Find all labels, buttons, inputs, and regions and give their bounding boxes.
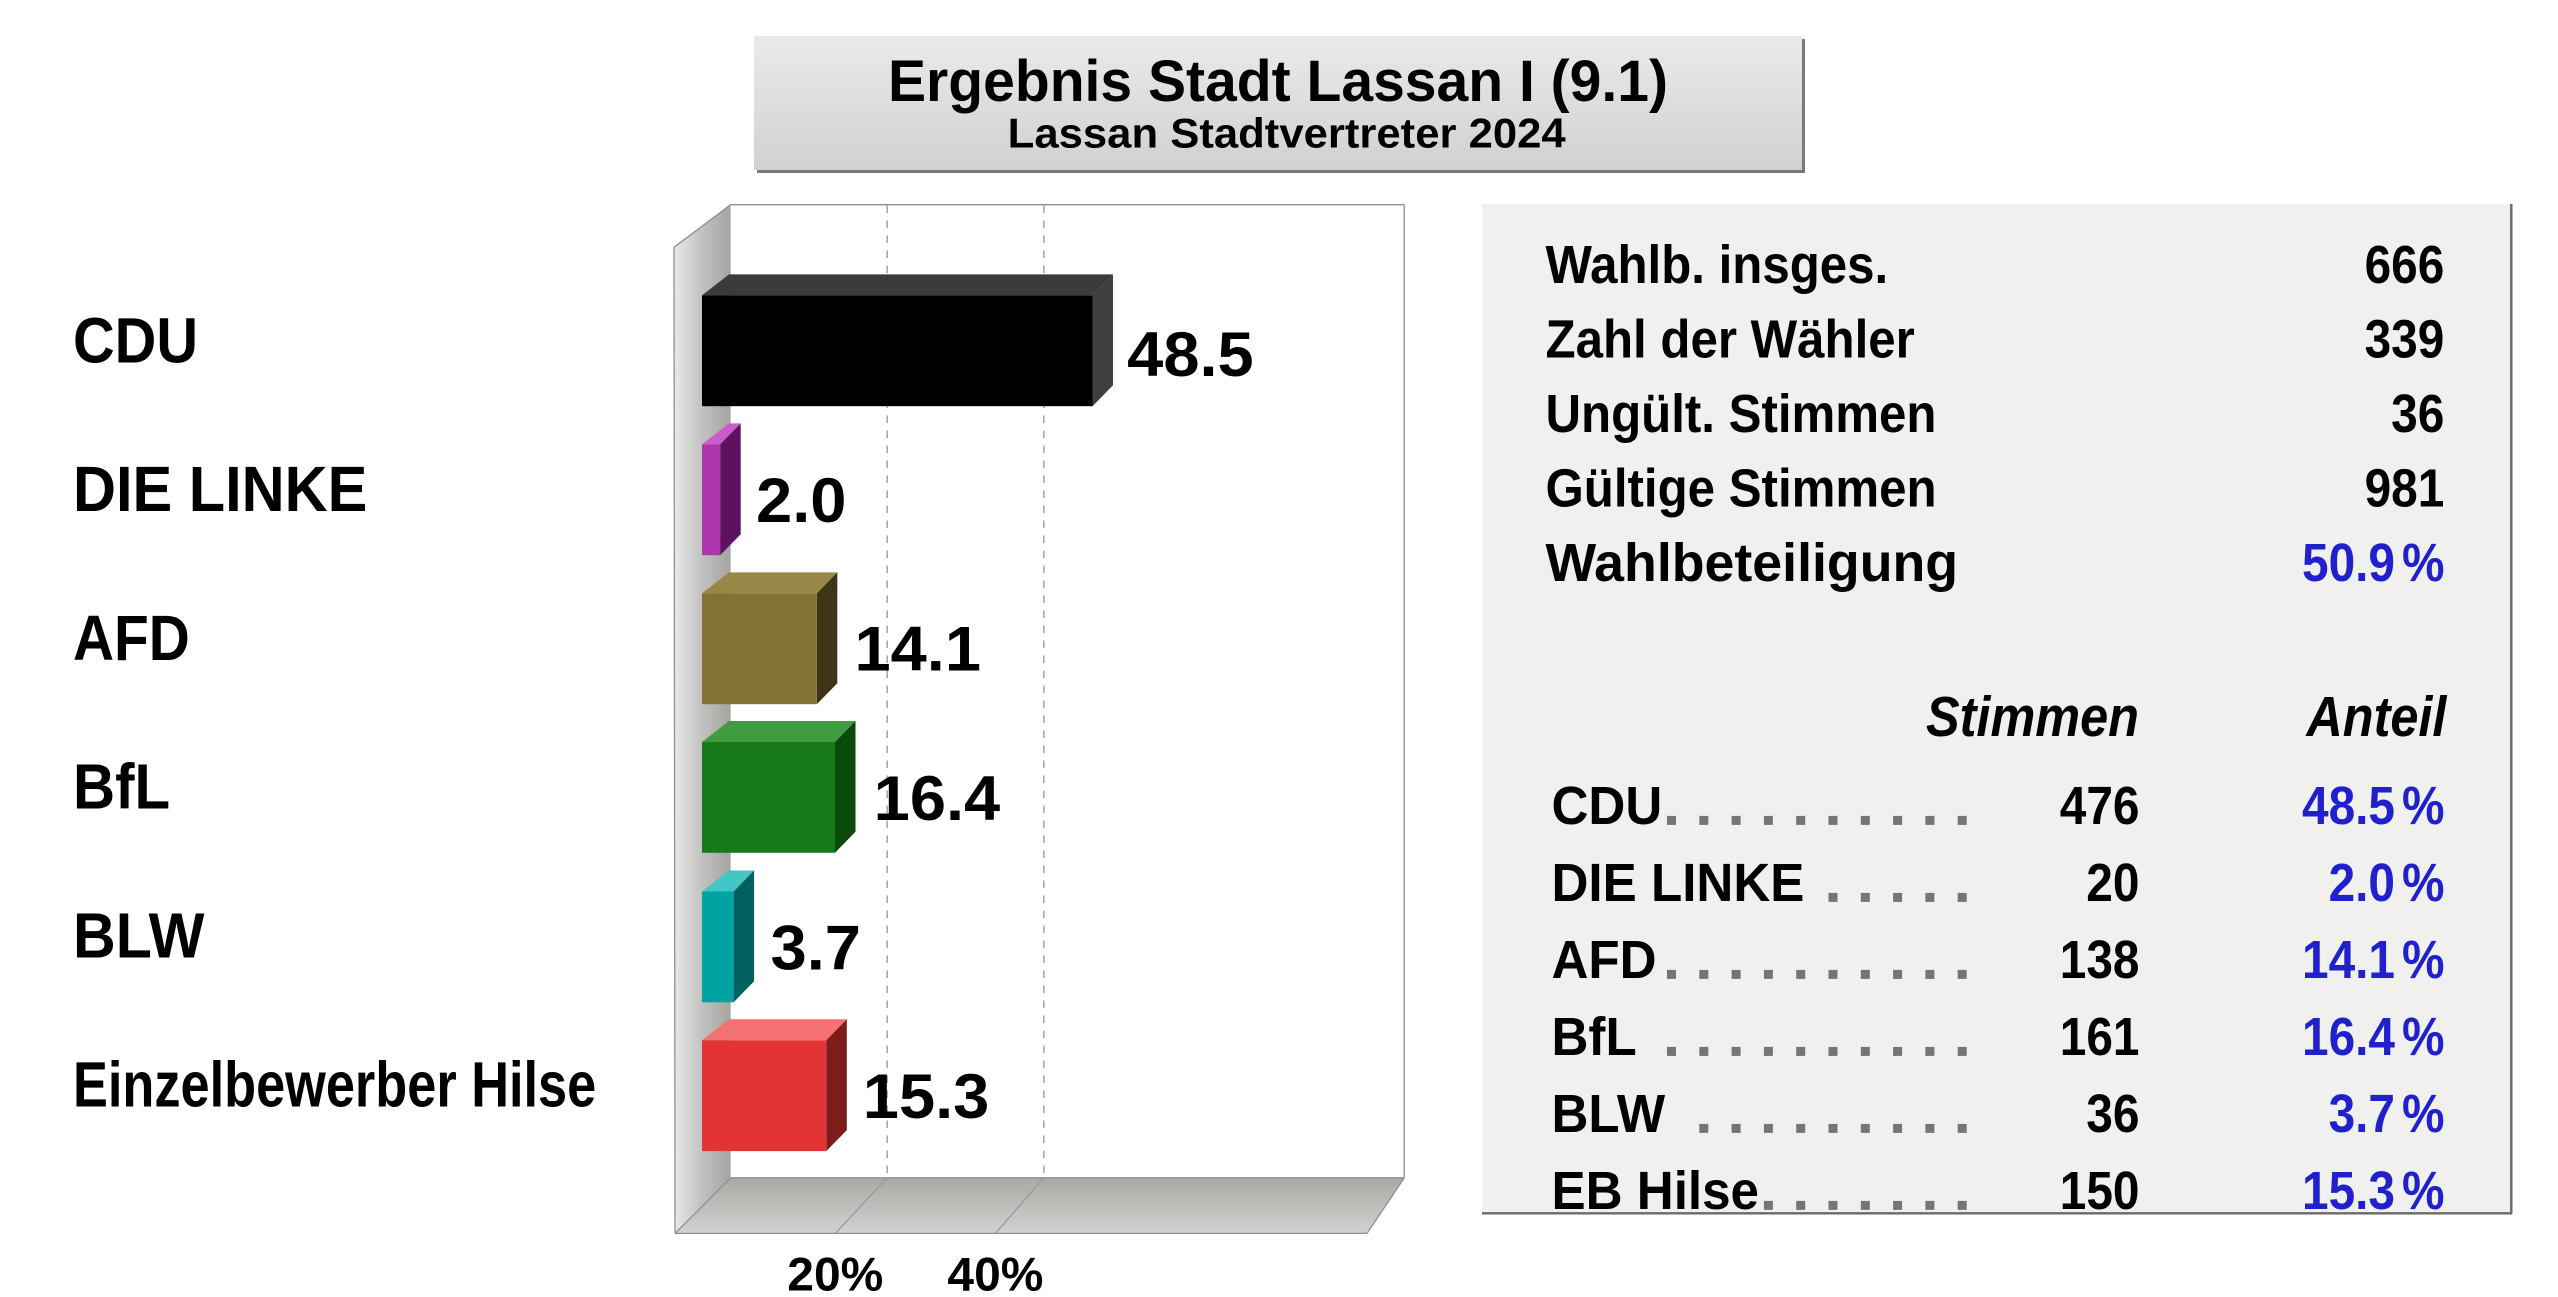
svg-text:CDU: CDU bbox=[1552, 776, 1663, 836]
svg-text:16.4: 16.4 bbox=[2302, 1007, 2395, 1067]
svg-text:20: 20 bbox=[2086, 853, 2139, 913]
svg-text:150: 150 bbox=[2060, 1161, 2140, 1221]
svg-text:15.3: 15.3 bbox=[863, 1062, 990, 1132]
svg-text:CDU: CDU bbox=[73, 304, 198, 376]
svg-text:Wahlbeteiligung: Wahlbeteiligung bbox=[1546, 533, 1959, 593]
svg-text:48.5: 48.5 bbox=[1127, 320, 1254, 390]
svg-text:138: 138 bbox=[2060, 930, 2140, 990]
svg-text:%: % bbox=[2402, 776, 2445, 836]
svg-text:2.0: 2.0 bbox=[756, 466, 847, 536]
svg-text:DIE LINKE: DIE LINKE bbox=[1552, 853, 1805, 913]
svg-text:Lassan Stadtvertreter 2024: Lassan Stadtvertreter 2024 bbox=[1008, 110, 1566, 157]
svg-text:DIE LINKE: DIE LINKE bbox=[73, 453, 367, 525]
svg-text:40%: 40% bbox=[947, 1248, 1043, 1293]
svg-text:339: 339 bbox=[2365, 310, 2445, 370]
svg-text:%: % bbox=[2402, 930, 2445, 990]
svg-text:Einzelbewerber Hilse: Einzelbewerber Hilse bbox=[73, 1048, 596, 1120]
svg-text:Anteil: Anteil bbox=[2305, 685, 2448, 749]
svg-text:666: 666 bbox=[2365, 235, 2445, 295]
svg-text:Ergebnis Stadt Lassan I (9.1): Ergebnis Stadt Lassan I (9.1) bbox=[888, 49, 1668, 114]
svg-text:50.9: 50.9 bbox=[2302, 533, 2395, 593]
svg-text:%: % bbox=[2402, 1084, 2445, 1144]
svg-text:EB Hilse: EB Hilse bbox=[1552, 1161, 1760, 1221]
svg-text:476: 476 bbox=[2060, 776, 2140, 836]
svg-text:15.3: 15.3 bbox=[2302, 1161, 2395, 1221]
svg-text:AFD: AFD bbox=[1552, 930, 1657, 990]
svg-text:16.4: 16.4 bbox=[874, 764, 1001, 834]
svg-text:Stimmen: Stimmen bbox=[1926, 685, 2139, 749]
svg-text:161: 161 bbox=[2060, 1007, 2140, 1067]
svg-text:BfL: BfL bbox=[1552, 1007, 1637, 1067]
svg-text:Zahl der Wähler: Zahl der Wähler bbox=[1546, 310, 1915, 370]
svg-text:BLW: BLW bbox=[1552, 1084, 1666, 1144]
svg-text:%: % bbox=[2402, 533, 2445, 593]
svg-text:3.7: 3.7 bbox=[771, 913, 862, 983]
svg-text:48.5: 48.5 bbox=[2302, 776, 2395, 836]
svg-text:Gültige Stimmen: Gültige Stimmen bbox=[1546, 459, 1937, 519]
svg-text:BLW: BLW bbox=[73, 900, 205, 972]
svg-text:14.1: 14.1 bbox=[2302, 930, 2395, 990]
svg-text:AFD: AFD bbox=[73, 602, 190, 674]
svg-text:Ungült. Stimmen: Ungült. Stimmen bbox=[1546, 384, 1937, 444]
svg-text:BfL: BfL bbox=[73, 751, 170, 823]
svg-text:%: % bbox=[2402, 1007, 2445, 1067]
svg-text:3.7: 3.7 bbox=[2329, 1084, 2395, 1144]
svg-text:14.1: 14.1 bbox=[855, 614, 982, 684]
svg-text:20%: 20% bbox=[787, 1248, 883, 1293]
svg-text:Wahlb. insges.: Wahlb. insges. bbox=[1546, 235, 1889, 295]
svg-text:%: % bbox=[2402, 853, 2445, 913]
svg-text:36: 36 bbox=[2086, 1084, 2139, 1144]
svg-text:2.0: 2.0 bbox=[2329, 853, 2395, 913]
svg-text:36: 36 bbox=[2391, 384, 2444, 444]
svg-text:981: 981 bbox=[2365, 459, 2445, 519]
svg-text:%: % bbox=[2402, 1161, 2445, 1221]
